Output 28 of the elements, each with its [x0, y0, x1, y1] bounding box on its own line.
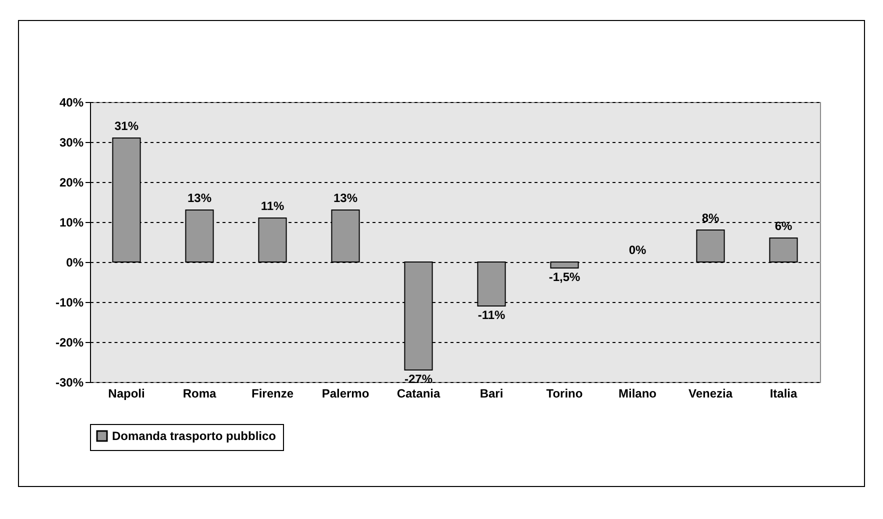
- data-label: 8%: [702, 211, 720, 225]
- x-tick-label: Bari: [480, 386, 504, 400]
- x-tick-label: Napoli: [108, 386, 145, 400]
- data-label: 31%: [114, 119, 139, 133]
- data-label: -1,5%: [548, 270, 580, 284]
- x-tick-label: Italia: [770, 386, 798, 400]
- y-tick-label: 40%: [59, 96, 84, 110]
- y-tick-label: -20%: [55, 336, 84, 350]
- x-tick-label: Milano: [618, 386, 656, 400]
- y-tick-label: -10%: [55, 296, 84, 310]
- data-label: 11%: [260, 199, 285, 213]
- x-tick-label: Catania: [396, 386, 440, 400]
- data-label: 13%: [187, 191, 212, 205]
- y-tick-label: 20%: [59, 176, 84, 190]
- data-label: -11%: [478, 308, 506, 322]
- data-label: 0%: [628, 243, 646, 257]
- x-tick-label: Roma: [182, 386, 216, 400]
- y-tick-label: -30%: [55, 376, 84, 390]
- y-tick-label: 0%: [66, 256, 84, 270]
- data-label: -27%: [404, 372, 433, 386]
- data-label: 13%: [333, 191, 358, 205]
- y-tick-label: 10%: [59, 216, 84, 230]
- x-tick-label: Torino: [546, 386, 583, 400]
- x-tick-label: Palermo: [322, 386, 370, 400]
- y-tick-label: 30%: [59, 136, 84, 150]
- x-tick-label: Firenze: [251, 386, 294, 400]
- x-tick-label: Venezia: [688, 386, 733, 400]
- legend-label: Domanda trasporto pubblico: [112, 429, 276, 443]
